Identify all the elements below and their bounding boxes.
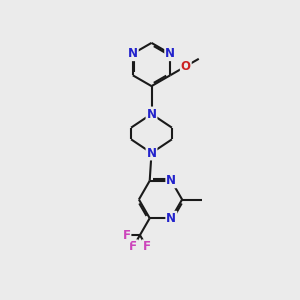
Text: N: N <box>166 212 176 225</box>
Text: F: F <box>129 240 137 253</box>
Text: F: F <box>122 229 130 242</box>
Text: N: N <box>128 47 138 60</box>
Text: N: N <box>166 174 176 187</box>
Text: N: N <box>146 107 157 121</box>
Text: N: N <box>165 47 175 60</box>
Text: F: F <box>143 240 151 253</box>
Text: O: O <box>181 60 191 73</box>
Text: N: N <box>146 146 157 160</box>
